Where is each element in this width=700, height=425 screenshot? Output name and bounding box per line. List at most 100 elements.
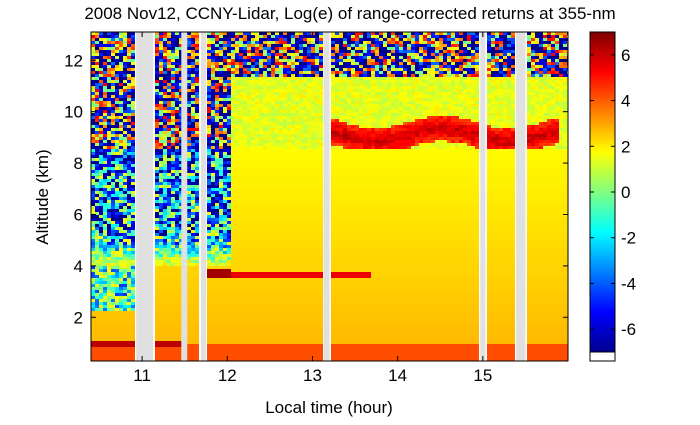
heatmap-cell — [267, 233, 271, 236]
heatmap-cell — [295, 197, 299, 200]
heatmap-cell — [279, 35, 283, 38]
heatmap-cell — [207, 182, 211, 185]
heatmap-cell — [263, 35, 267, 38]
heatmap-cell — [211, 47, 215, 50]
heatmap-cell — [131, 170, 135, 173]
heatmap-cell — [119, 341, 123, 344]
heatmap-cell — [219, 248, 223, 251]
heatmap-cell — [231, 89, 235, 92]
heatmap-cell — [227, 59, 231, 62]
heatmap-cell — [207, 167, 211, 170]
heatmap-cell — [219, 344, 223, 347]
heatmap-cell — [211, 125, 215, 128]
heatmap-cell — [171, 230, 175, 233]
heatmap-cell — [299, 227, 303, 230]
heatmap-cell — [119, 179, 123, 182]
heatmap-cell — [255, 332, 259, 335]
heatmap-cell — [223, 89, 227, 92]
heatmap-cell — [103, 137, 107, 140]
heatmap-cell — [259, 158, 263, 161]
heatmap-cell — [95, 287, 99, 290]
heatmap-cell — [127, 47, 131, 50]
heatmap-cell — [103, 179, 107, 182]
heatmap-cell — [255, 353, 259, 356]
heatmap-cell — [175, 104, 179, 107]
heatmap-cell — [95, 113, 99, 116]
plot-area — [91, 32, 568, 361]
heatmap-cell — [175, 269, 179, 272]
heatmap-cell — [95, 209, 99, 212]
heatmap-cell — [267, 53, 271, 56]
heatmap-cell — [119, 323, 123, 326]
heatmap-cell — [195, 155, 199, 158]
heatmap-cell — [159, 203, 163, 206]
heatmap-cell — [123, 104, 127, 107]
heatmap-cell — [299, 209, 303, 212]
heatmap-cell — [287, 272, 291, 275]
heatmap-cell — [227, 80, 231, 83]
heatmap-cell — [259, 260, 263, 263]
heatmap-cell — [171, 281, 175, 284]
heatmap-cell — [155, 158, 159, 161]
heatmap-cell — [271, 269, 275, 272]
heatmap-cell — [167, 44, 171, 47]
heatmap-cell — [175, 353, 179, 356]
heatmap-cell — [219, 89, 223, 92]
heatmap-cell — [235, 215, 239, 218]
heatmap-cell — [215, 344, 219, 347]
heatmap-cell — [211, 254, 215, 257]
heatmap-cell — [95, 47, 99, 50]
heatmap-cell — [283, 284, 287, 287]
heatmap-cell — [99, 167, 103, 170]
heatmap-cell — [279, 236, 283, 239]
heatmap-cell — [271, 272, 275, 275]
heatmap-cell — [219, 128, 223, 131]
heatmap-cell — [179, 233, 183, 236]
heatmap-cell — [283, 203, 287, 206]
heatmap-cell — [275, 338, 279, 341]
heatmap-cell — [155, 44, 159, 47]
heatmap-cell — [103, 74, 107, 77]
heatmap-cell — [251, 74, 255, 77]
heatmap-cell — [279, 254, 283, 257]
heatmap-cell — [287, 182, 291, 185]
heatmap-cell — [187, 236, 191, 239]
heatmap-cell — [227, 320, 231, 323]
heatmap-cell — [255, 65, 259, 68]
heatmap-cell — [251, 185, 255, 188]
heatmap-cell — [275, 269, 279, 272]
heatmap-cell — [179, 338, 183, 341]
heatmap-cell — [123, 35, 127, 38]
heatmap-cell — [123, 275, 127, 278]
heatmap-cell — [195, 323, 199, 326]
heatmap-cell — [115, 56, 119, 59]
heatmap-cell — [215, 158, 219, 161]
heatmap-cell — [207, 92, 211, 95]
heatmap-cell — [303, 56, 307, 59]
heatmap-cell — [103, 134, 107, 137]
heatmap-cell — [263, 296, 267, 299]
heatmap-cell — [267, 344, 271, 347]
heatmap-cell — [91, 296, 95, 299]
heatmap-cell — [175, 209, 179, 212]
heatmap-cell — [267, 116, 271, 119]
heatmap-cell — [231, 251, 235, 254]
heatmap-cell — [243, 50, 247, 53]
heatmap-cell — [207, 83, 211, 86]
heatmap-cell — [267, 206, 271, 209]
heatmap-cell — [215, 239, 219, 242]
heatmap-cell — [187, 251, 191, 254]
heatmap-cell — [99, 305, 103, 308]
heatmap-cell — [255, 185, 259, 188]
heatmap-cell — [263, 323, 267, 326]
heatmap-cell — [207, 320, 211, 323]
heatmap-cell — [179, 287, 183, 290]
heatmap-cell — [243, 68, 247, 71]
heatmap-cell — [111, 158, 115, 161]
heatmap-cell — [131, 191, 135, 194]
heatmap-cell — [159, 113, 163, 116]
heatmap-cell — [299, 68, 303, 71]
heatmap-cell — [235, 344, 239, 347]
heatmap-cell — [155, 53, 159, 56]
heatmap-cell — [211, 200, 215, 203]
